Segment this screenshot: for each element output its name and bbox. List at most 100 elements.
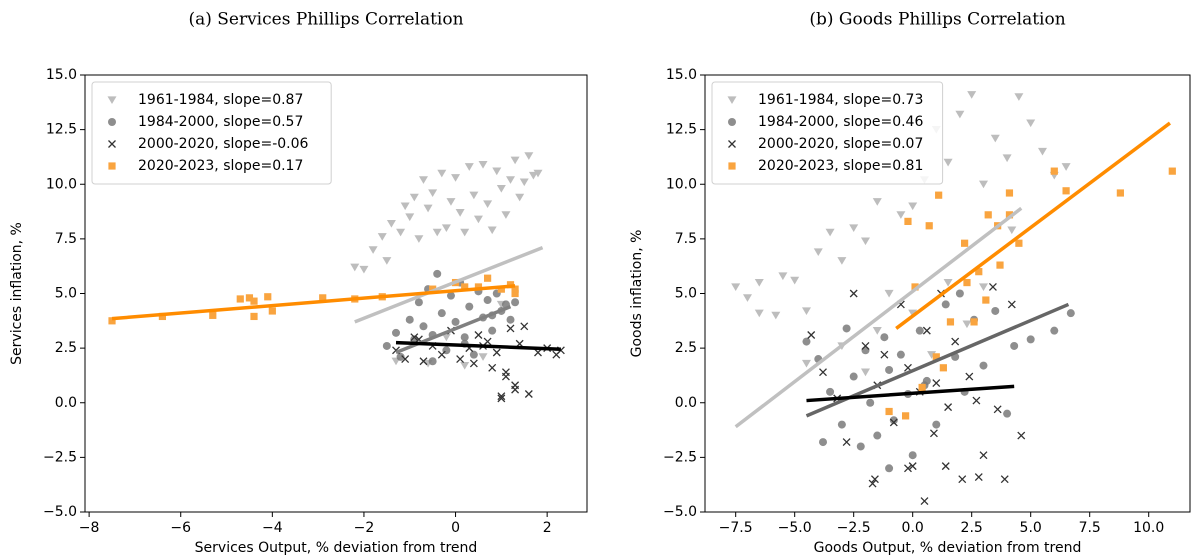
legend-marker — [728, 140, 736, 148]
point — [441, 333, 451, 342]
point — [1168, 167, 1176, 175]
y-tick-label: 10.0 — [46, 176, 77, 192]
point — [1005, 189, 1014, 197]
point — [856, 442, 865, 451]
point — [1037, 147, 1047, 156]
point — [929, 429, 938, 438]
x-tick-label: 2.5 — [961, 520, 983, 536]
legend-label: 1961-1984, slope=0.87 — [138, 92, 303, 108]
point — [908, 451, 917, 460]
point — [469, 359, 478, 368]
point — [870, 475, 879, 484]
y-tick-label: −2.5 — [43, 449, 77, 465]
x-axis-label: Services Output, % deviation from trend — [195, 540, 478, 556]
point — [935, 191, 943, 199]
point — [742, 294, 752, 302]
point — [946, 318, 955, 326]
point — [1050, 326, 1059, 335]
point — [533, 169, 543, 178]
legend-marker — [108, 140, 116, 148]
point — [974, 473, 983, 481]
point — [319, 294, 327, 302]
point — [405, 213, 415, 222]
legend-marker — [107, 96, 117, 105]
point — [904, 464, 912, 473]
point — [268, 307, 276, 315]
y-tick-label: 12.5 — [666, 122, 697, 138]
legend-marker — [727, 96, 737, 105]
point — [478, 160, 488, 169]
legend-label: 2000-2020, slope=-0.06 — [138, 136, 309, 152]
x-tick-label: −2 — [354, 520, 375, 536]
point — [461, 283, 469, 291]
point — [437, 350, 446, 359]
point — [483, 200, 493, 208]
point — [158, 312, 167, 321]
legend-box — [711, 81, 944, 185]
point — [849, 289, 858, 298]
point — [386, 219, 396, 228]
point — [731, 283, 741, 291]
point — [487, 226, 497, 235]
point — [972, 396, 981, 405]
point — [978, 180, 988, 189]
point — [515, 193, 525, 202]
axes-frame — [84, 74, 588, 513]
point — [889, 416, 898, 425]
plot-area — [108, 152, 565, 403]
point — [951, 337, 960, 346]
point — [511, 298, 520, 307]
point — [414, 298, 423, 307]
legend-marker — [108, 118, 116, 126]
point — [813, 248, 823, 257]
point — [978, 283, 988, 291]
y-tick-label: 2.5 — [55, 340, 77, 356]
point — [1010, 341, 1019, 350]
point — [872, 327, 882, 335]
point — [511, 385, 520, 394]
point — [377, 233, 387, 241]
point — [975, 268, 983, 276]
legend-label: 2020-2023, slope=0.81 — [758, 158, 923, 174]
point — [896, 350, 905, 359]
y-axis-label: Services inflation, % — [9, 222, 25, 365]
point — [943, 278, 953, 287]
point — [826, 387, 835, 396]
point — [754, 278, 764, 287]
legend-box — [91, 81, 332, 185]
point — [884, 289, 894, 298]
legend-label: 1984-2000, slope=0.46 — [758, 114, 923, 130]
point — [108, 317, 116, 325]
point — [250, 297, 258, 305]
point — [1014, 93, 1024, 101]
point — [428, 357, 437, 366]
point — [908, 202, 918, 211]
point — [1007, 226, 1017, 235]
point — [469, 350, 478, 359]
point — [405, 315, 414, 324]
point — [880, 333, 889, 342]
y-tick-label: 5.0 — [675, 286, 697, 302]
fit-line — [734, 206, 1023, 429]
point — [896, 211, 906, 219]
point — [1005, 211, 1014, 219]
point — [771, 311, 781, 320]
point — [990, 134, 1000, 143]
point — [885, 464, 894, 473]
point — [920, 497, 929, 506]
point — [1061, 163, 1071, 171]
point — [473, 215, 483, 224]
y-tick-label: 5.0 — [55, 286, 77, 302]
point — [908, 309, 918, 318]
point — [419, 322, 428, 331]
y-tick-label: 10.0 — [666, 176, 697, 192]
y-tick-label: −5.0 — [43, 504, 77, 520]
point — [396, 228, 406, 237]
point — [437, 169, 447, 178]
x-tick-label: −2.5 — [837, 520, 871, 536]
plot-area — [731, 91, 1176, 506]
x-tick-label: 0 — [451, 520, 460, 536]
legend-label: 2020-2023, slope=0.17 — [138, 158, 303, 174]
point — [519, 178, 529, 187]
